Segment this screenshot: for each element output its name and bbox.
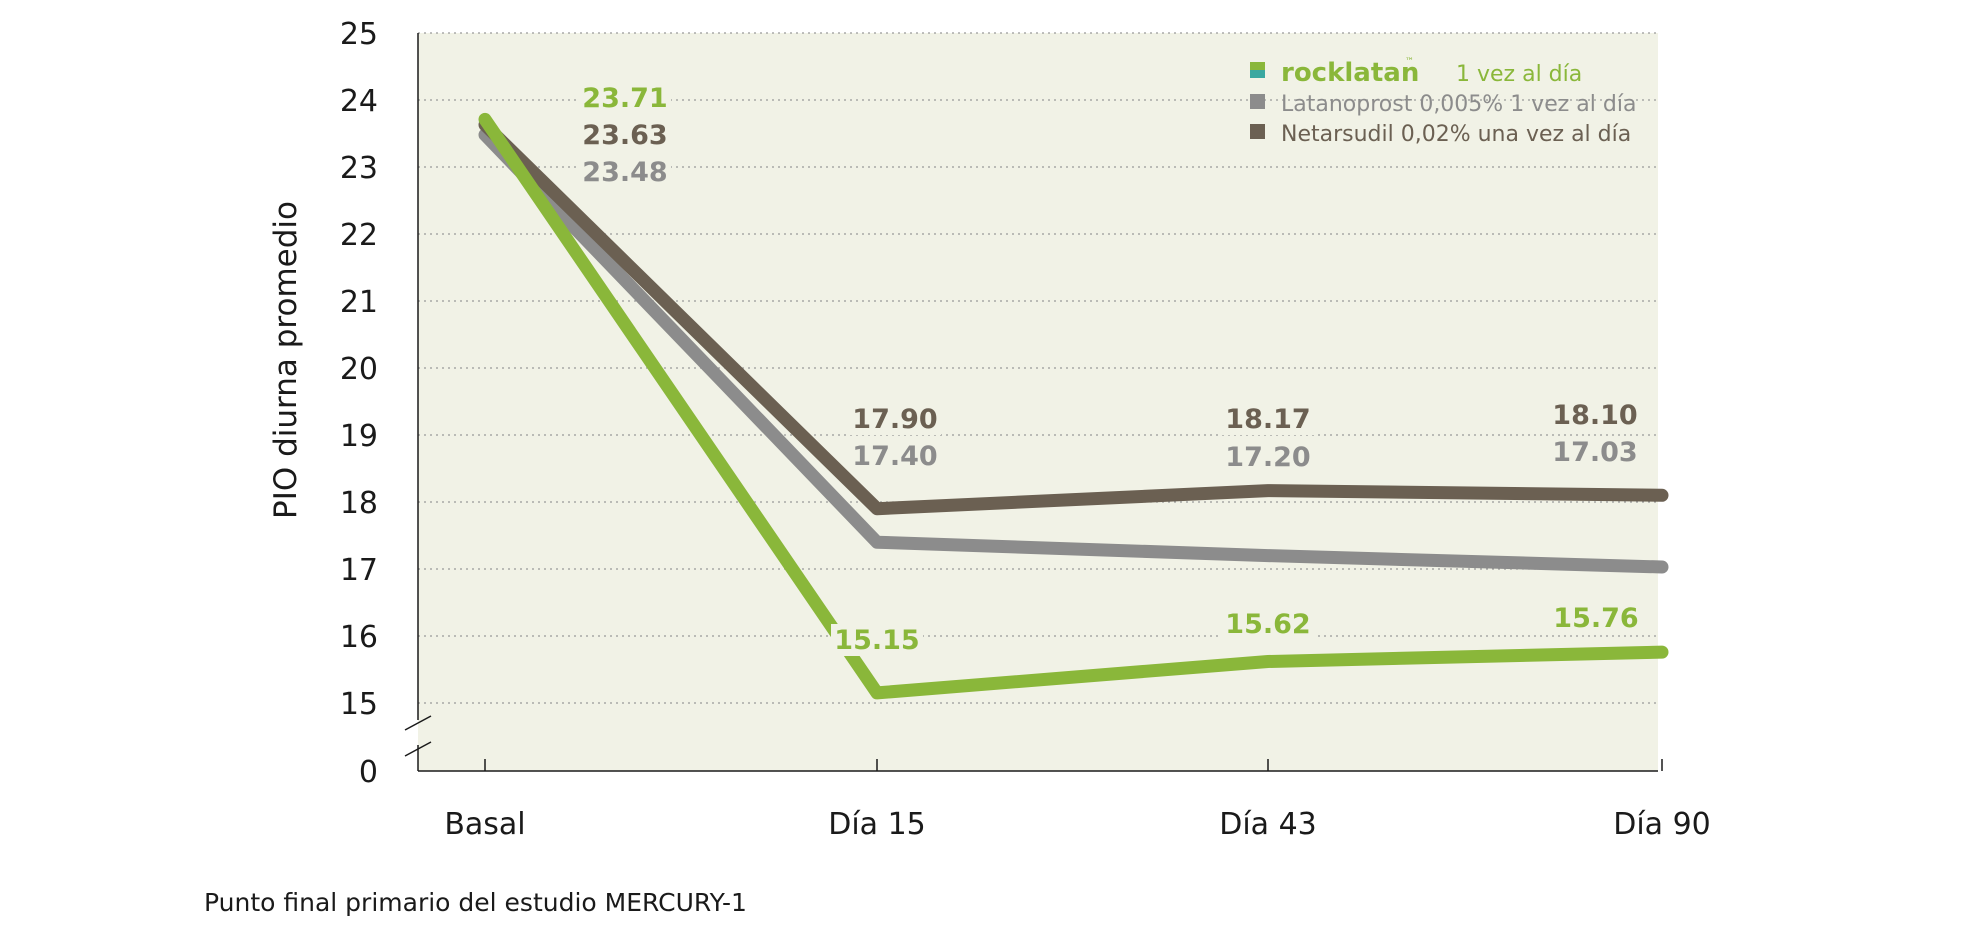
y-tick-label: 24 [340,84,378,119]
data-point [1267,555,1269,557]
y-axis-label: PIO diurna promedio [268,201,304,519]
data-label-latanoprost: 17.20 [1225,442,1310,473]
data-label-netarsudil: 17.90 [852,404,937,435]
data-label-latanoprost: 23.48 [582,157,667,188]
data-point [1661,651,1663,653]
data-label-netarsudil: 18.10 [1552,400,1637,431]
y-tick-label: 21 [340,285,378,320]
legend: rocklatan ™ 1 vez al día Latanoprost 0,0… [1250,57,1636,147]
data-point [1267,490,1269,492]
data-label-netarsudil: 23.63 [582,120,667,151]
data-label-bg [1549,399,1641,431]
data-label-bg [831,624,923,656]
y-tick-label: 0 [359,755,378,790]
footnote: Punto final primario del estudio MERCURY… [204,888,747,917]
legend-swatch-rocklatan-teal [1250,70,1265,78]
axes [404,33,1658,772]
data-label-bg [1550,602,1642,634]
data-label-bg [579,119,671,151]
x-tick-label: Día 15 [828,807,926,842]
data-point [484,118,486,120]
data-label-rocklatan: 15.76 [1553,603,1638,634]
legend-label-rocklatan-suffix: 1 vez al día [1456,62,1582,87]
data-label-latanoprost: 17.40 [852,441,937,472]
data-point [1661,566,1663,568]
y-tick-labels: 25 24 23 22 21 20 19 18 17 16 15 0 [340,17,378,790]
data-point [1661,494,1663,496]
x-tick-labels: Basal Día 15 Día 43 Día 90 [444,759,1711,842]
axis-break-mark-1 [404,715,432,731]
legend-swatch-latanoprost [1250,94,1265,109]
data-label-bg [579,82,671,114]
y-tick-label: 25 [340,17,378,52]
data-point [876,508,878,510]
data-point [876,692,878,694]
y-tick-label: 23 [340,151,378,186]
y-tick-label: 17 [340,553,378,588]
data-label-bg [1222,441,1314,473]
series-line-rocklatan [478,112,1669,700]
data-point [876,541,878,543]
axis-break-mark-2 [404,741,432,757]
y-tick-label: 15 [340,687,378,722]
series-line-netarsudil [478,118,1669,516]
data-point [1267,660,1269,662]
legend-swatch-rocklatan [1250,62,1265,70]
x-tick-label: Día 43 [1219,807,1317,842]
x-tick-label: Día 90 [1613,807,1711,842]
y-tick-label: 20 [340,352,378,387]
data-label-bg [579,156,671,188]
data-point [484,134,486,136]
x-tick-label: Basal [444,807,525,842]
data-label-latanoprost: 17.03 [1552,437,1637,468]
gridlines [418,32,1658,704]
series-line-latanoprost [478,128,1669,574]
legend-label-rocklatan: rocklatan [1281,58,1419,88]
legend-label-netarsudil: Netarsudil 0,02% una vez al día [1281,122,1631,147]
data-label-bg [1222,403,1314,435]
y-tick-label: 19 [340,419,378,454]
y-tick-label: 16 [340,620,378,655]
y-tick-label: 22 [340,218,378,253]
y-tick-label: 18 [340,486,378,521]
data-label-bg [849,440,941,472]
data-labels: 23.71 15.15 15.62 15.76 23.63 17.90 18.17 18.10… [579,82,1642,656]
data-label-bg [1549,436,1641,468]
legend-swatch-netarsudil [1250,124,1265,139]
data-label-bg [849,403,941,435]
legend-label-latanoprost: Latanoprost 0,005% 1 vez al día [1281,92,1636,117]
data-label-rocklatan: 23.71 [582,83,667,114]
data-label-netarsudil: 18.17 [1225,404,1310,435]
legend-tm: ™ [1405,57,1414,67]
series-lines [478,112,1669,700]
data-label-rocklatan: 15.62 [1225,609,1310,640]
data-label-rocklatan: 15.15 [834,625,919,656]
data-label-bg [1222,608,1314,640]
